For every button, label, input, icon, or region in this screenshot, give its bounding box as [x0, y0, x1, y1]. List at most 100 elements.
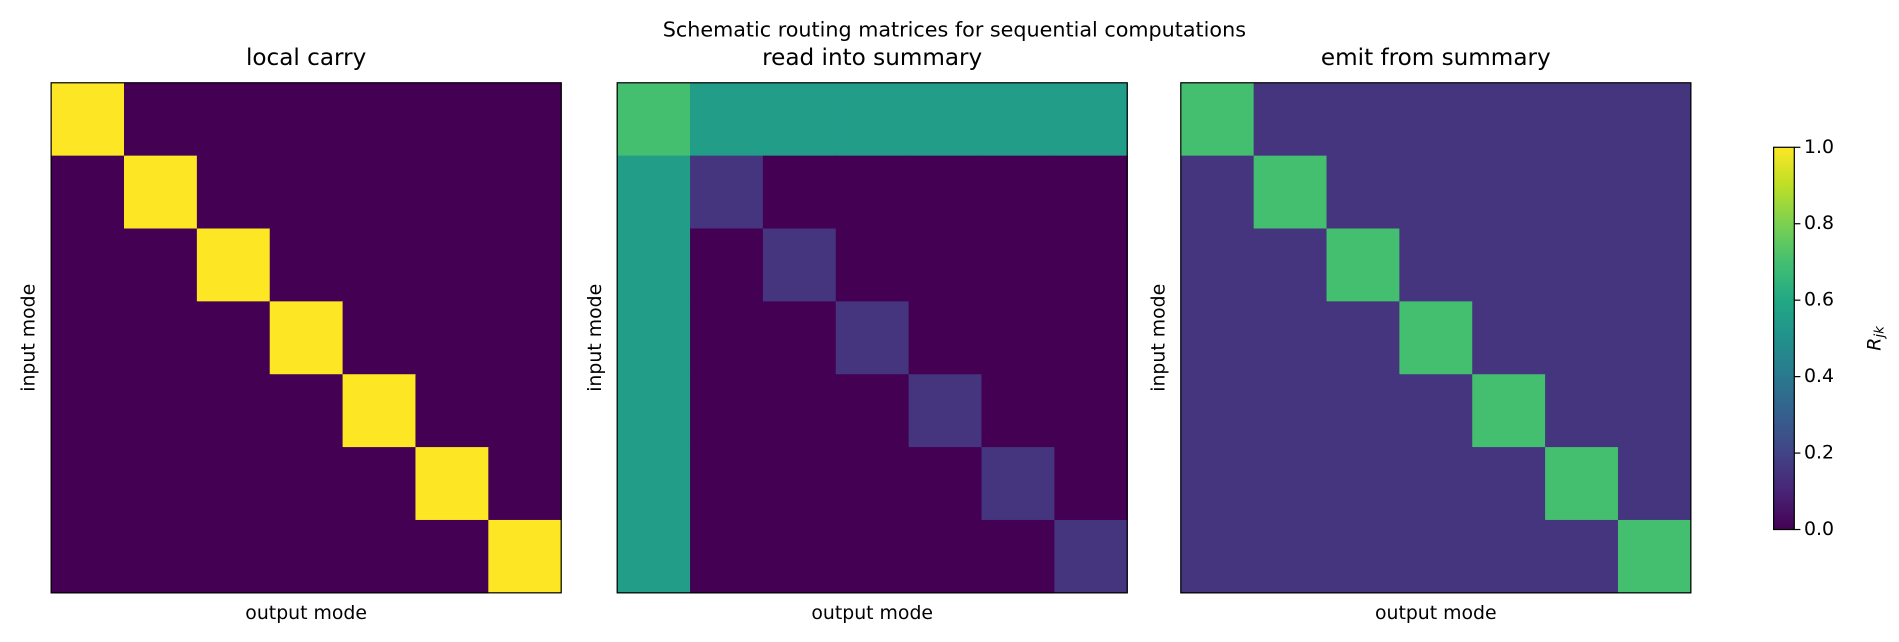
- heatmap-cell: [1399, 228, 1473, 302]
- plot-frame: [50, 82, 562, 594]
- heatmap-cell: [488, 374, 562, 448]
- heatmap-cell: [488, 228, 562, 302]
- heatmap-cell: [51, 82, 125, 157]
- heatmap-cell: [981, 447, 1055, 521]
- heatmap-cell: [342, 301, 417, 375]
- heatmap-cell: [690, 228, 764, 302]
- heatmap-cell: [1253, 519, 1328, 594]
- heatmap-cell: [1399, 301, 1473, 375]
- heatmap-cell: [1326, 82, 1400, 157]
- heatmap-cell: [1180, 228, 1255, 302]
- heatmap-cell: [1472, 519, 1546, 594]
- figure-title: Schematic routing matrices for sequentia…: [663, 17, 1246, 41]
- heatmap-cell: [1472, 301, 1546, 375]
- heatmap-cell: [196, 519, 271, 594]
- heatmap-cell: [908, 228, 983, 302]
- heatmap-cell: [1617, 155, 1692, 230]
- heatmap-cell: [415, 82, 489, 157]
- heatmap-cell: [342, 447, 417, 521]
- heatmap-cell: [1180, 82, 1255, 157]
- heatmap-cell: [1253, 374, 1328, 448]
- colorbar-tick-label: 0.4: [1804, 365, 1834, 387]
- x-axis-label: output mode: [1375, 602, 1497, 624]
- heatmap-cell: [981, 82, 1055, 157]
- heatmap-cell: [690, 301, 764, 375]
- heatmap-cell: [415, 374, 489, 448]
- heatmap-cell: [269, 519, 344, 594]
- heatmap-cell: [1253, 301, 1328, 375]
- heatmap-cell: [690, 519, 764, 594]
- heatmap-cell: [617, 301, 691, 375]
- heatmap-cell: [124, 447, 198, 521]
- heatmap-cell: [196, 447, 271, 521]
- x-axis-label: output mode: [245, 602, 367, 624]
- heatmap-cell: [1472, 228, 1546, 302]
- heatmap-cell: [1253, 82, 1328, 157]
- heatmap-cell: [196, 374, 271, 448]
- heatmap-cell: [1326, 374, 1400, 448]
- heatmap-cell: [617, 519, 691, 594]
- heatmap-cell: [196, 301, 271, 375]
- heatmap-cell: [1054, 228, 1128, 302]
- heatmap-cell: [415, 519, 489, 594]
- heatmap-cell: [617, 155, 691, 230]
- heatmap-cell: [1545, 301, 1619, 375]
- heatmap-cell: [762, 228, 837, 302]
- heatmap-cell: [1545, 447, 1619, 521]
- heatmap-cell: [762, 519, 837, 594]
- heatmap-cell: [196, 155, 271, 230]
- heatmap-cell: [1472, 374, 1546, 448]
- heatmap-cell: [981, 519, 1055, 594]
- colorbar-label: Rjk: [1863, 325, 1887, 351]
- heatmap-cell: [1253, 447, 1328, 521]
- heatmap-cell: [1472, 447, 1546, 521]
- heatmap-cell: [1326, 519, 1400, 594]
- heatmap-cell: [1054, 447, 1128, 521]
- subplot-title: read into summary: [762, 45, 982, 71]
- heatmap-cell: [196, 228, 271, 302]
- heatmap-cell: [1617, 228, 1692, 302]
- heatmap-cell: [1054, 374, 1128, 448]
- heatmap-cell: [1399, 82, 1473, 157]
- heatmap-cell: [124, 301, 198, 375]
- heatmap-cell: [51, 301, 125, 375]
- heatmap-cell: [981, 374, 1055, 448]
- heatmap-cell: [488, 155, 562, 230]
- colorbar-tick-label: 0.2: [1804, 442, 1834, 464]
- heatmap-cell: [908, 155, 983, 230]
- plot-frame: [1180, 82, 1692, 594]
- heatmap-cell: [1326, 155, 1400, 230]
- heatmap-cell: [342, 519, 417, 594]
- heatmap-cell: [1399, 155, 1473, 230]
- heatmap-cell: [762, 374, 837, 448]
- heatmap-cell: [1326, 447, 1400, 521]
- heatmap-cell: [908, 82, 983, 157]
- heatmap-cell: [1180, 519, 1255, 594]
- heatmap-cell: [1399, 447, 1473, 521]
- heatmap-cell: [415, 228, 489, 302]
- heatmap-cell: [690, 155, 764, 230]
- heatmap-cell: [269, 301, 344, 375]
- heatmap-cell: [835, 301, 910, 375]
- heatmap-cell: [269, 447, 344, 521]
- heatmap-cell: [342, 155, 417, 230]
- heatmap-cell: [1399, 374, 1473, 448]
- heatmap-cell: [690, 82, 764, 157]
- heatmap-cell: [835, 447, 910, 521]
- colorbar-gradient: [1773, 147, 1795, 530]
- heatmap-cell: [269, 374, 344, 448]
- heatmap-cell: [488, 447, 562, 521]
- heatmap-cell: [690, 447, 764, 521]
- heatmap-cell: [1180, 447, 1255, 521]
- heatmap-cell: [124, 519, 198, 594]
- heatmap-cell: [1326, 301, 1400, 375]
- heatmap-cell: [1180, 374, 1255, 448]
- heatmap-cell: [269, 228, 344, 302]
- heatmap-cell: [124, 82, 198, 157]
- heatmap-cell: [1545, 228, 1619, 302]
- heatmap-cell: [1617, 519, 1692, 594]
- heatmap-cell: [1545, 519, 1619, 594]
- heatmap-cell: [1545, 82, 1619, 157]
- heatmap-cell: [690, 374, 764, 448]
